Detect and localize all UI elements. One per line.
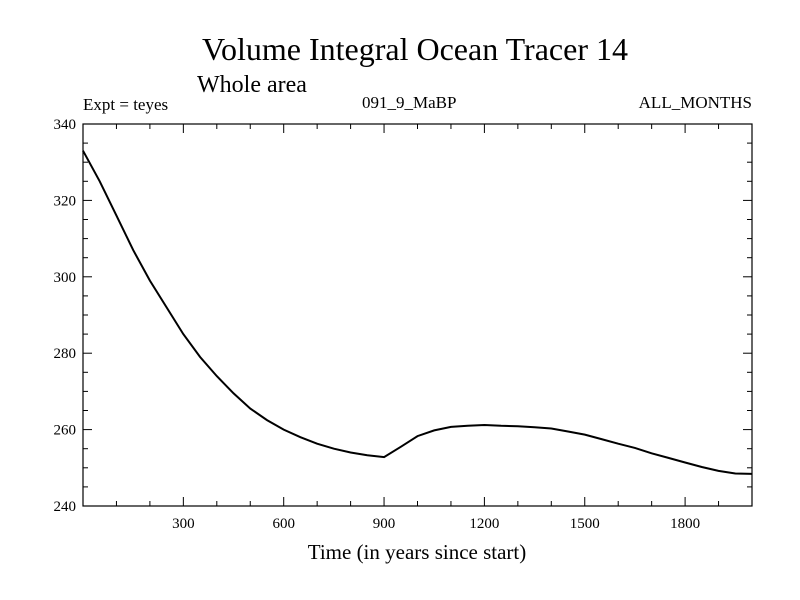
- chart-subtitle: Whole area: [197, 72, 307, 98]
- x-tick-label: 600: [272, 516, 295, 532]
- experiment-label: Expt = teyes: [83, 95, 168, 114]
- x-tick-label: 900: [373, 516, 396, 532]
- run-id-label: 091_9_MaBP: [362, 93, 456, 112]
- plot-frame: [82, 123, 753, 507]
- y-tick-label: 280: [54, 346, 77, 362]
- x-tick-label: 1200: [469, 516, 499, 532]
- series-line: [82, 150, 753, 475]
- y-tick-label: 240: [54, 499, 77, 515]
- axis-ticks: [83, 124, 752, 506]
- x-tick-label: 1800: [670, 516, 700, 532]
- y-tick-label: 340: [54, 117, 77, 133]
- x-tick-label: 1500: [570, 516, 600, 532]
- x-tick-label: 300: [172, 516, 195, 532]
- y-tick-label: 260: [54, 423, 77, 439]
- y-tick-label: 320: [54, 193, 77, 209]
- x-axis-label: Time (in years since start): [308, 540, 527, 564]
- x-tick-labels: 300 600 900 1200 1500 1800: [172, 516, 700, 532]
- y-tick-label: 300: [54, 270, 77, 286]
- y-tick-labels: 240 260 280 300 320 340: [54, 117, 77, 515]
- months-label: ALL_MONTHS: [639, 93, 752, 112]
- chart-title: Volume Integral Ocean Tracer 14: [202, 31, 628, 67]
